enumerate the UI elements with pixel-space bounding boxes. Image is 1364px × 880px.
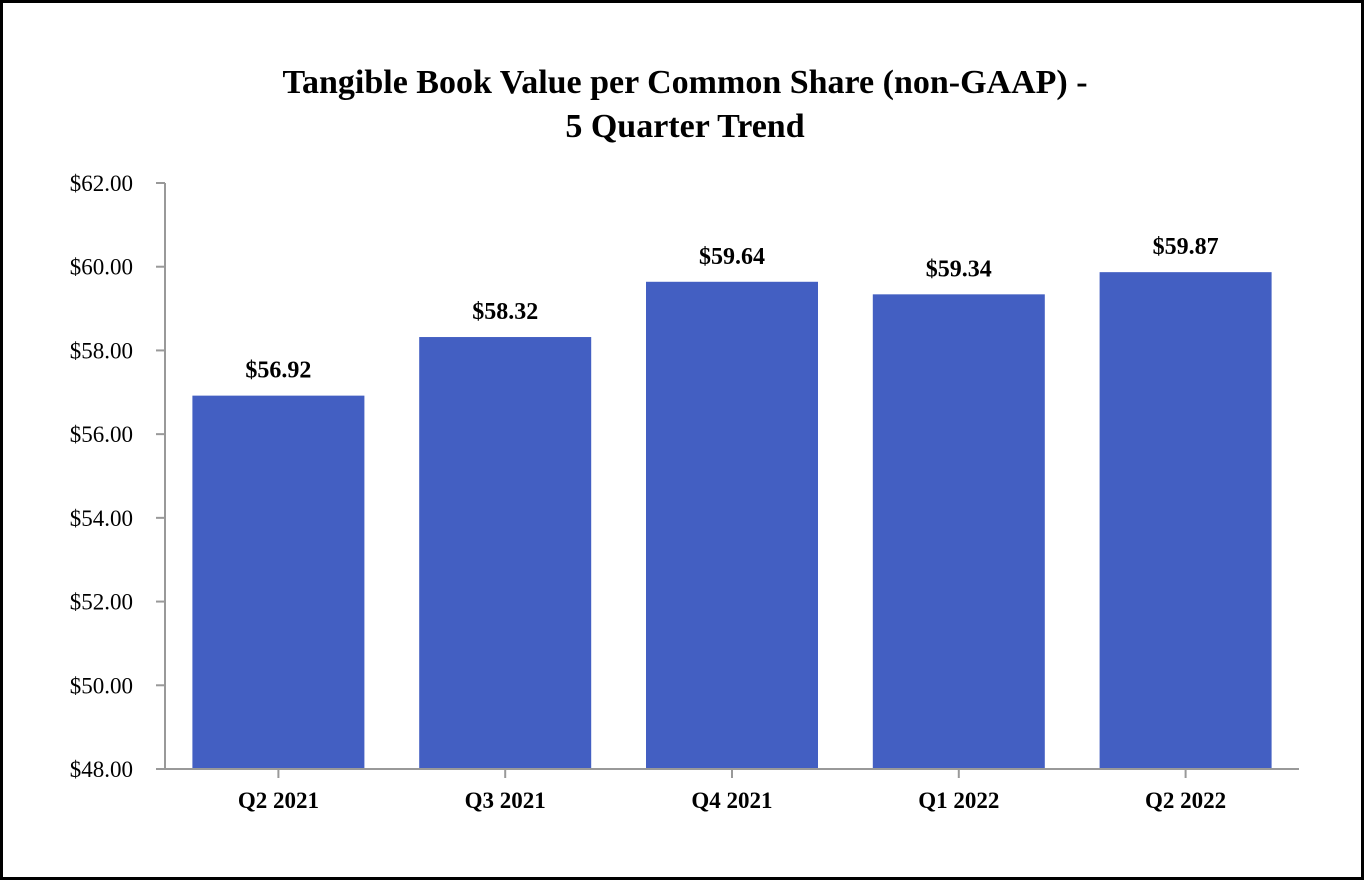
bar [419,337,592,769]
data-label: $58.32 [472,299,538,325]
x-tick-label: Q4 2021 [691,788,772,813]
chart-title: Tangible Book Value per Common Share (no… [3,61,1364,149]
chart-title-line-2: 5 Quarter Trend [565,108,805,145]
bar [192,395,365,769]
y-tick-label: $58.00 [70,338,133,363]
y-tick-label: $52.00 [70,590,133,615]
data-label: $59.34 [926,256,992,282]
data-label: $59.87 [1153,234,1219,260]
bar [872,294,1045,769]
bar [646,281,818,769]
bar [1099,272,1272,769]
x-tick-label: Q2 2022 [1145,788,1226,813]
data-label: $56.92 [245,358,311,384]
y-tick-label: $50.00 [70,673,133,698]
y-tick-label: $54.00 [70,506,133,531]
y-tick-label: $48.00 [70,757,133,782]
x-tick-label: Q3 2021 [465,788,546,813]
y-tick-label: $56.00 [70,422,133,447]
x-tick-label: Q1 2022 [918,788,999,813]
y-tick-label: $60.00 [70,255,133,280]
y-tick-label: $62.00 [70,171,133,196]
x-tick-label: Q2 2021 [238,788,319,813]
data-label: $59.64 [699,244,765,270]
chart-title-line-1: Tangible Book Value per Common Share (no… [282,64,1088,101]
